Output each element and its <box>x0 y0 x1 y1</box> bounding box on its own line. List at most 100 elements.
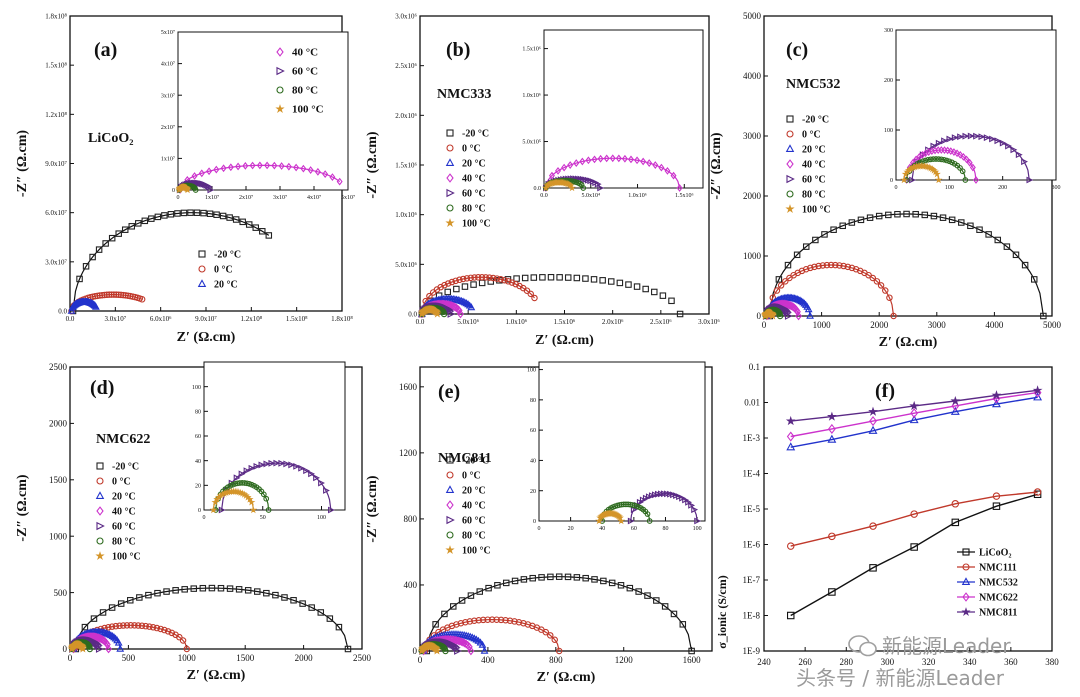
x-tick-label: 100 <box>945 185 954 191</box>
legend-label: 80 °C <box>802 190 826 201</box>
data-point <box>844 263 852 271</box>
data-point <box>951 134 959 142</box>
data-point <box>260 491 267 498</box>
x-tick-label: 4x10⁷ <box>307 195 321 201</box>
data-point <box>555 647 563 655</box>
data-point <box>827 434 837 443</box>
legend-marker <box>786 174 795 184</box>
data-point <box>950 406 960 415</box>
x-tick-label: 1.5x10⁶ <box>554 318 576 326</box>
data-point <box>247 498 256 506</box>
data-point <box>775 276 783 283</box>
legend-marker <box>786 159 794 169</box>
data-point <box>482 274 489 281</box>
legend-marker <box>446 173 454 183</box>
data-point <box>784 312 793 320</box>
data-point <box>106 631 115 639</box>
data-point <box>539 274 546 281</box>
y-tick-label: 80 <box>530 398 536 404</box>
data-point <box>183 645 191 653</box>
data-point <box>567 161 574 169</box>
y-tick-label: 1E-4 <box>743 469 761 479</box>
data-point <box>910 408 919 419</box>
x-tick-label: 2000 <box>870 320 889 330</box>
legend-label: 40 °C <box>802 160 826 171</box>
data-point <box>973 176 979 184</box>
series-100 <box>175 183 192 194</box>
data-point <box>131 622 138 629</box>
x-tick-label: 50 <box>260 515 266 521</box>
legend-marker <box>96 477 104 485</box>
x-tick-label: 1.0x10⁶ <box>628 193 647 199</box>
data-point <box>278 459 286 467</box>
data-point <box>783 307 792 316</box>
legend-marker <box>785 204 795 214</box>
data-point <box>640 157 647 166</box>
series-0 <box>765 261 897 320</box>
series-100 <box>209 487 258 514</box>
data-point <box>579 157 586 166</box>
data-point <box>922 157 929 164</box>
data-point <box>244 587 252 594</box>
data-point <box>154 589 161 597</box>
data-point <box>798 267 806 275</box>
data-point <box>508 279 516 286</box>
x-tick-label: 0.0 <box>416 318 425 326</box>
data-point <box>921 211 929 219</box>
data-point <box>239 218 246 226</box>
data-point <box>958 219 965 226</box>
legend-marker <box>446 456 454 464</box>
data-point <box>101 291 108 299</box>
x-tick-label: 1.5x10⁶ <box>675 193 694 199</box>
data-point <box>180 209 188 217</box>
data-point <box>635 588 642 595</box>
data-point <box>181 586 188 593</box>
data-point <box>585 156 592 165</box>
fit-line <box>421 276 535 315</box>
legend-label: 0 °C <box>802 130 821 141</box>
x-tick-label: 2000 <box>295 653 314 663</box>
data-point <box>580 185 587 191</box>
data-point <box>453 621 460 628</box>
data-point <box>573 159 580 167</box>
legend-label: 100 °C <box>462 219 491 230</box>
data-point <box>314 167 321 176</box>
data-point <box>886 294 893 301</box>
data-point <box>244 480 250 487</box>
data-point <box>265 232 273 239</box>
data-point <box>957 133 964 141</box>
y-tick-label: 300 <box>884 28 893 34</box>
data-point <box>591 155 598 164</box>
data-point <box>128 223 136 230</box>
legend-label: 60 °C <box>462 189 486 200</box>
data-point <box>652 161 659 169</box>
data-point <box>452 277 459 285</box>
data-point <box>90 615 98 622</box>
y-tick-label: 100 <box>192 385 201 391</box>
y-tick-label: 6.0x10⁷ <box>45 209 67 217</box>
data-point <box>246 495 254 503</box>
data-point <box>124 292 132 299</box>
data-point <box>271 161 278 170</box>
legend-label: 60 °C <box>462 516 486 527</box>
x-tick-label: 260 <box>798 657 812 667</box>
data-point <box>868 425 878 434</box>
data-point <box>76 275 83 283</box>
watermark: 新能源Leader 头条号 / 新能源Leader <box>796 630 1073 694</box>
watermark-line1: 新能源Leader <box>882 634 1011 658</box>
legend-marker <box>962 563 970 571</box>
y-tick-label: 2.0x10⁶ <box>395 112 417 120</box>
legend-marker <box>96 537 104 545</box>
data-point <box>112 622 120 630</box>
data-point <box>1032 385 1043 395</box>
y-tick-label: 500 <box>54 588 68 598</box>
series-line <box>790 491 1038 547</box>
data-point <box>272 591 279 599</box>
data-point <box>616 279 624 287</box>
data-point <box>317 609 325 616</box>
data-point <box>192 187 199 193</box>
legend-marker <box>446 500 454 510</box>
data-point <box>113 291 120 298</box>
data-point <box>786 442 796 451</box>
series-100 <box>417 304 442 318</box>
